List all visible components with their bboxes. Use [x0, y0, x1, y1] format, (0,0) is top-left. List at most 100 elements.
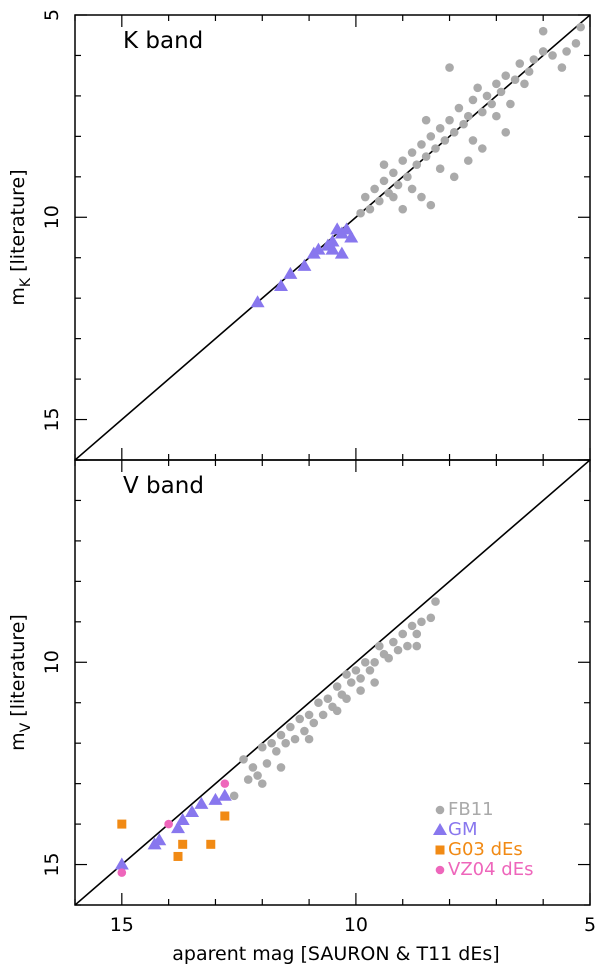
data-point-gm	[185, 804, 200, 817]
data-point-fb11	[421, 115, 431, 125]
data-point-fb11	[276, 730, 286, 740]
data-point-fb11	[398, 204, 408, 214]
data-point-fb11	[548, 51, 557, 60]
data-point-fb11	[262, 759, 272, 768]
data-point-fb11	[463, 111, 473, 121]
data-points	[114, 597, 440, 877]
data-point-fb11	[375, 196, 384, 206]
data-point-gm	[152, 833, 167, 846]
data-point-fb11	[375, 641, 384, 651]
data-point-fb11	[272, 746, 281, 756]
data-point-fb11	[454, 103, 464, 113]
data-point-fb11	[314, 698, 323, 708]
x-tick-label: 15	[110, 914, 134, 936]
data-point-fb11	[360, 192, 370, 202]
data-point-fb11	[492, 79, 501, 89]
data-point-fb11	[281, 738, 290, 748]
data-point-fb11	[417, 617, 426, 627]
data-point-fb11	[538, 47, 548, 56]
data-point-fb11	[417, 140, 426, 149]
data-point-fb11	[389, 168, 398, 178]
data-point-gm	[339, 222, 354, 235]
y-tick-label: 10	[41, 650, 63, 674]
data-point-fb11	[426, 200, 436, 210]
data-point-gm	[171, 821, 185, 834]
data-point-fb11	[243, 775, 253, 784]
data-point-gm	[344, 230, 359, 243]
legend-label: FB11	[448, 799, 494, 820]
plot-frame	[74, 459, 591, 906]
data-point-fb11	[412, 629, 422, 639]
data-point-fb11	[445, 63, 454, 72]
legend-marker	[435, 845, 445, 855]
data-point-fb11	[342, 670, 351, 679]
legend-label: G03 dEs	[448, 839, 523, 860]
data-point-fb11	[407, 621, 417, 631]
data-point-fb11	[351, 666, 361, 675]
data-point-fb11	[360, 657, 370, 667]
data-point-gm	[297, 258, 312, 271]
data-point-fb11	[421, 152, 431, 161]
legend-marker	[435, 865, 445, 875]
data-point-gm	[208, 792, 223, 805]
data-point-fb11	[370, 657, 379, 667]
data-point-fb11	[257, 779, 267, 788]
data-point-gm	[311, 242, 326, 255]
data-point-fb11	[379, 176, 389, 186]
data-point-fb11	[463, 156, 473, 165]
data-point-fb11	[239, 755, 248, 764]
data-point-fb11	[407, 184, 417, 194]
data-point-fb11	[520, 79, 529, 89]
data-point-fb11	[295, 714, 305, 724]
data-point-fb11	[309, 718, 319, 728]
legend-label: VZ04 dEs	[448, 859, 533, 880]
data-point-fb11	[510, 75, 520, 85]
data-point-fb11	[267, 738, 276, 748]
v-band-panel: 10 15 15 10 5 V band mV [literature]	[7, 459, 596, 936]
data-point-fb11	[506, 99, 515, 109]
data-point-fb11	[304, 734, 314, 744]
data-point-fb11	[276, 763, 286, 772]
data-point-gm	[114, 857, 129, 870]
data-point-g03-des	[178, 839, 188, 849]
data-point-fb11	[478, 144, 487, 153]
data-point-fb11	[501, 128, 511, 137]
data-point-fb11	[501, 71, 511, 80]
data-point-fb11	[431, 597, 440, 606]
data-point-fb11	[356, 208, 365, 218]
data-point-fb11	[379, 160, 389, 169]
data-point-fb11	[576, 22, 585, 32]
data-point-fb11	[492, 111, 501, 121]
data-point-fb11	[449, 172, 459, 182]
data-point-fb11	[468, 95, 478, 105]
y-tick-label: 10	[41, 205, 63, 229]
data-point-gm	[283, 266, 298, 279]
one-to-one-line	[75, 460, 590, 905]
data-point-fb11	[393, 180, 403, 190]
data-point-fb11	[248, 763, 258, 772]
data-point-fb11	[318, 710, 328, 720]
legend-marker	[433, 823, 447, 835]
data-point-fb11	[468, 136, 478, 145]
panel-label: K band	[123, 28, 203, 54]
x-axis-label: aparent mag [SAURON & T11 dEs]	[172, 943, 499, 965]
data-point-fb11	[426, 132, 436, 141]
data-point-gm	[330, 222, 345, 235]
data-point-g03-des	[220, 811, 230, 821]
panel-label: V band	[123, 473, 204, 499]
data-point-fb11	[417, 192, 426, 202]
data-point-fb11	[403, 641, 412, 651]
data-point-gm	[194, 796, 209, 809]
k-band-panel: 5 10 15 K band mK [literature]	[7, 9, 591, 461]
legend-marker	[435, 805, 445, 815]
data-point-gm	[250, 295, 265, 308]
data-point-fb11	[323, 694, 333, 703]
data-point-fb11	[304, 710, 314, 720]
data-point-fb11	[487, 99, 496, 109]
data-point-fb11	[384, 653, 393, 663]
data-point-fb11	[449, 128, 459, 137]
data-point-fb11	[365, 666, 375, 675]
data-point-vz04-des	[220, 779, 230, 788]
